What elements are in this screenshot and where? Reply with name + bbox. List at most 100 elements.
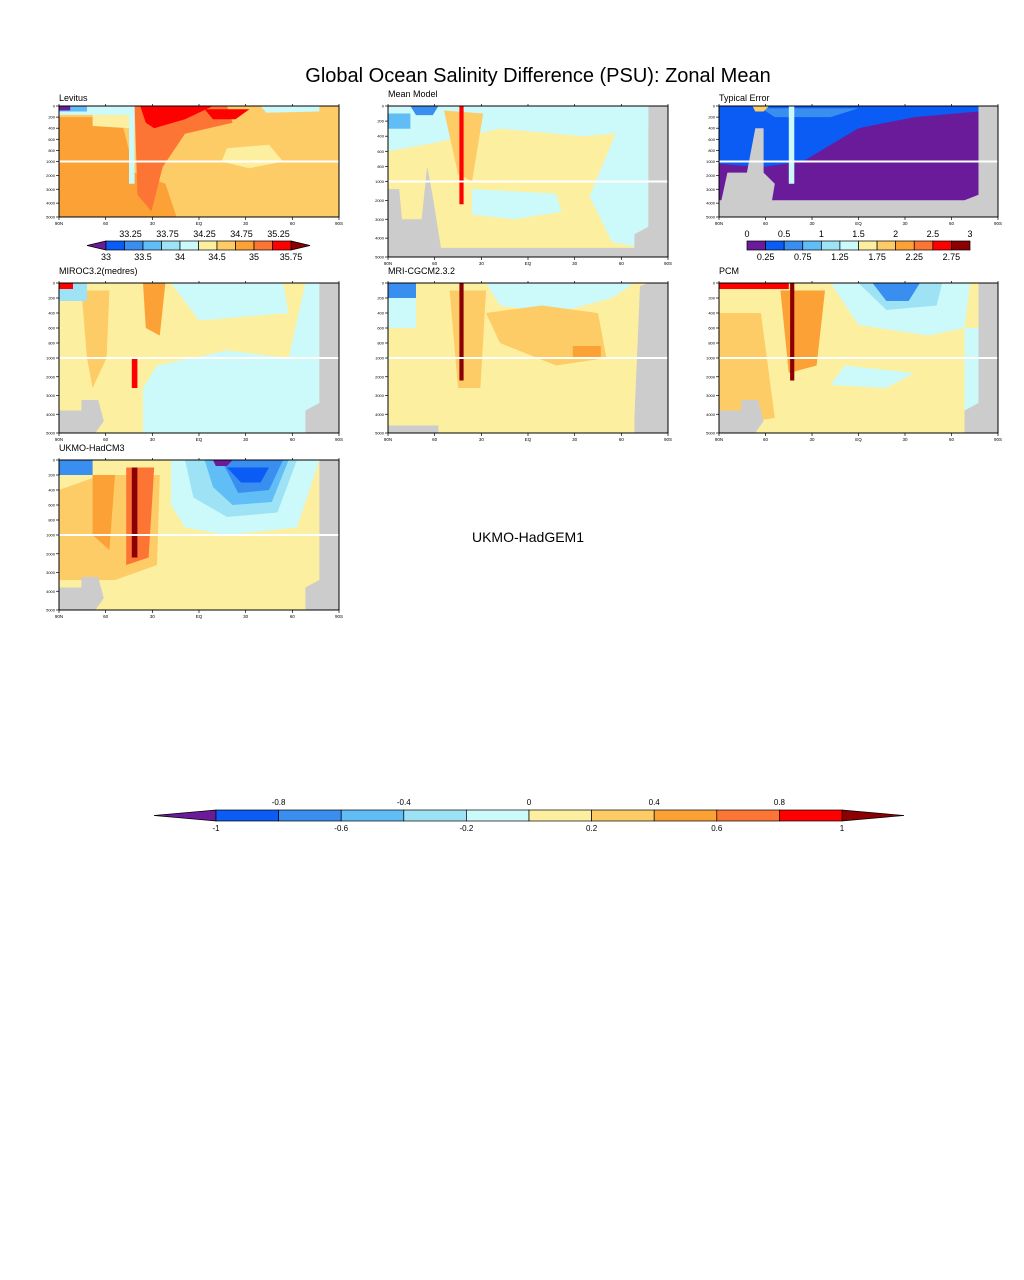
y-tick-label: 0: [53, 458, 56, 463]
y-tick-label: 4000: [46, 589, 56, 594]
y-tick-label: 200: [377, 296, 384, 301]
panel-title: MRI-CGCM2.3.2: [388, 266, 455, 276]
colorbar-label-above: 33.25: [119, 229, 142, 239]
x-tick-label: 60: [432, 261, 438, 266]
colorbar-label-above: 0: [527, 798, 532, 807]
y-tick-label: 4000: [706, 412, 716, 417]
x-tick-label: 90N: [715, 437, 723, 442]
contour-region: [134, 106, 233, 212]
colorbar-label-above: 0.4: [649, 798, 661, 807]
y-tick-label: 800: [48, 518, 55, 523]
x-tick-label: 30: [243, 437, 249, 442]
colorbar-label-below: 34: [175, 252, 185, 262]
x-tick-label: 30: [150, 614, 156, 619]
x-tick-label: 60: [432, 437, 438, 442]
y-tick-label: 2000: [46, 551, 56, 556]
contour-region: [131, 467, 138, 558]
x-tick-label: 30: [243, 614, 249, 619]
y-tick-label: 5000: [375, 431, 385, 436]
x-tick-label: EQ: [196, 221, 203, 226]
y-tick-label: 1000: [46, 356, 56, 361]
colorbar-box: [876, 240, 897, 251]
colorbar-under-triangle: [153, 809, 217, 822]
panel-title: Mean Model: [388, 89, 438, 99]
panel-title: Typical Error: [719, 93, 770, 103]
y-tick-label: 3000: [706, 187, 716, 192]
colorbar-levitus: 33.25 33.75 34.25 34.75 35.25 33 33.5 34 34.5 35 3…: [86, 229, 311, 262]
y-tick-label: 2000: [46, 173, 56, 178]
contour-region: [140, 106, 213, 129]
colorbar-label-below: 2.25: [905, 252, 923, 262]
y-tick-label: 5000: [46, 608, 56, 613]
x-tick-label: 90N: [55, 221, 63, 226]
y-tick-label: 1000: [706, 356, 716, 361]
x-tick-label: EQ: [525, 437, 532, 442]
y-tick-label: 0: [713, 104, 716, 109]
y-tick-label: 2000: [375, 374, 385, 379]
colorbar-box: [235, 240, 255, 251]
contour-region: [719, 106, 979, 168]
y-tick-label: 3000: [706, 393, 716, 398]
colorbar-box: [466, 809, 530, 822]
x-tick-label: 60: [763, 437, 769, 442]
colorbar-label-below: 0.2: [586, 824, 598, 833]
y-tick-label: 2000: [706, 374, 716, 379]
y-tick-label: 600: [48, 326, 55, 331]
colorbar-label-above: 0.8: [774, 798, 786, 807]
y-tick-label: 0: [53, 104, 56, 109]
colorbar-box: [161, 240, 181, 251]
colorbar-box: [216, 240, 236, 251]
colorbar-box: [340, 809, 405, 822]
contour-region: [719, 283, 789, 289]
land-mask: [719, 400, 764, 433]
x-tick-label: 90S: [335, 614, 343, 619]
colorbar-label-above: 34.75: [230, 229, 253, 239]
colorbar-box: [716, 809, 780, 822]
x-tick-label: EQ: [196, 614, 203, 619]
y-tick-label: 600: [48, 503, 55, 508]
y-tick-label: 1000: [706, 159, 716, 164]
y-tick-label: 800: [377, 164, 384, 169]
y-tick-label: 2000: [706, 173, 716, 178]
contour-region: [260, 106, 320, 113]
colorbar-box: [591, 809, 655, 822]
y-tick-label: 600: [377, 326, 384, 331]
y-tick-label: 200: [48, 473, 55, 478]
y-tick-label: 4000: [375, 412, 385, 417]
colorbar-over-triangle: [290, 240, 311, 251]
colorbar-label-below: 1.25: [831, 252, 849, 262]
x-tick-label: EQ: [855, 437, 862, 442]
y-tick-label: 2000: [46, 374, 56, 379]
contour-region: [143, 283, 166, 336]
x-tick-label: 60: [619, 261, 625, 266]
x-tick-label: 30: [809, 221, 815, 226]
land-mask: [719, 128, 775, 217]
y-tick-label: 400: [48, 488, 55, 493]
colorbar-label-above: 2.5: [927, 229, 940, 239]
colorbar-box: [124, 240, 144, 251]
colorbar-label-above: -0.8: [272, 798, 286, 807]
x-tick-label: 90N: [55, 437, 63, 442]
colorbar-box: [913, 240, 934, 251]
panel-title: UKMO-HadCM3: [59, 443, 125, 453]
x-tick-label: 90S: [335, 221, 343, 226]
x-tick-label: 60: [619, 437, 625, 442]
colorbar-box: [272, 240, 292, 251]
x-tick-label: 60: [103, 221, 109, 226]
y-tick-label: 2000: [375, 198, 385, 203]
colorbar-typical-error: 0 0.5 1 1.5 2 2.5 3 0.25 0.75 1.25 1.75 2.25 2.75: [744, 229, 972, 262]
contour-region: [59, 460, 93, 475]
missing-panel-label: UKMO-HadGEM1: [472, 529, 584, 545]
y-tick-label: 5000: [706, 215, 716, 220]
contour-region: [589, 121, 649, 250]
y-tick-label: 400: [708, 126, 715, 131]
y-tick-label: 0: [713, 281, 716, 286]
x-tick-label: 30: [572, 261, 578, 266]
colorbar-label-below: 35.75: [280, 252, 303, 262]
y-tick-label: 800: [48, 148, 55, 153]
